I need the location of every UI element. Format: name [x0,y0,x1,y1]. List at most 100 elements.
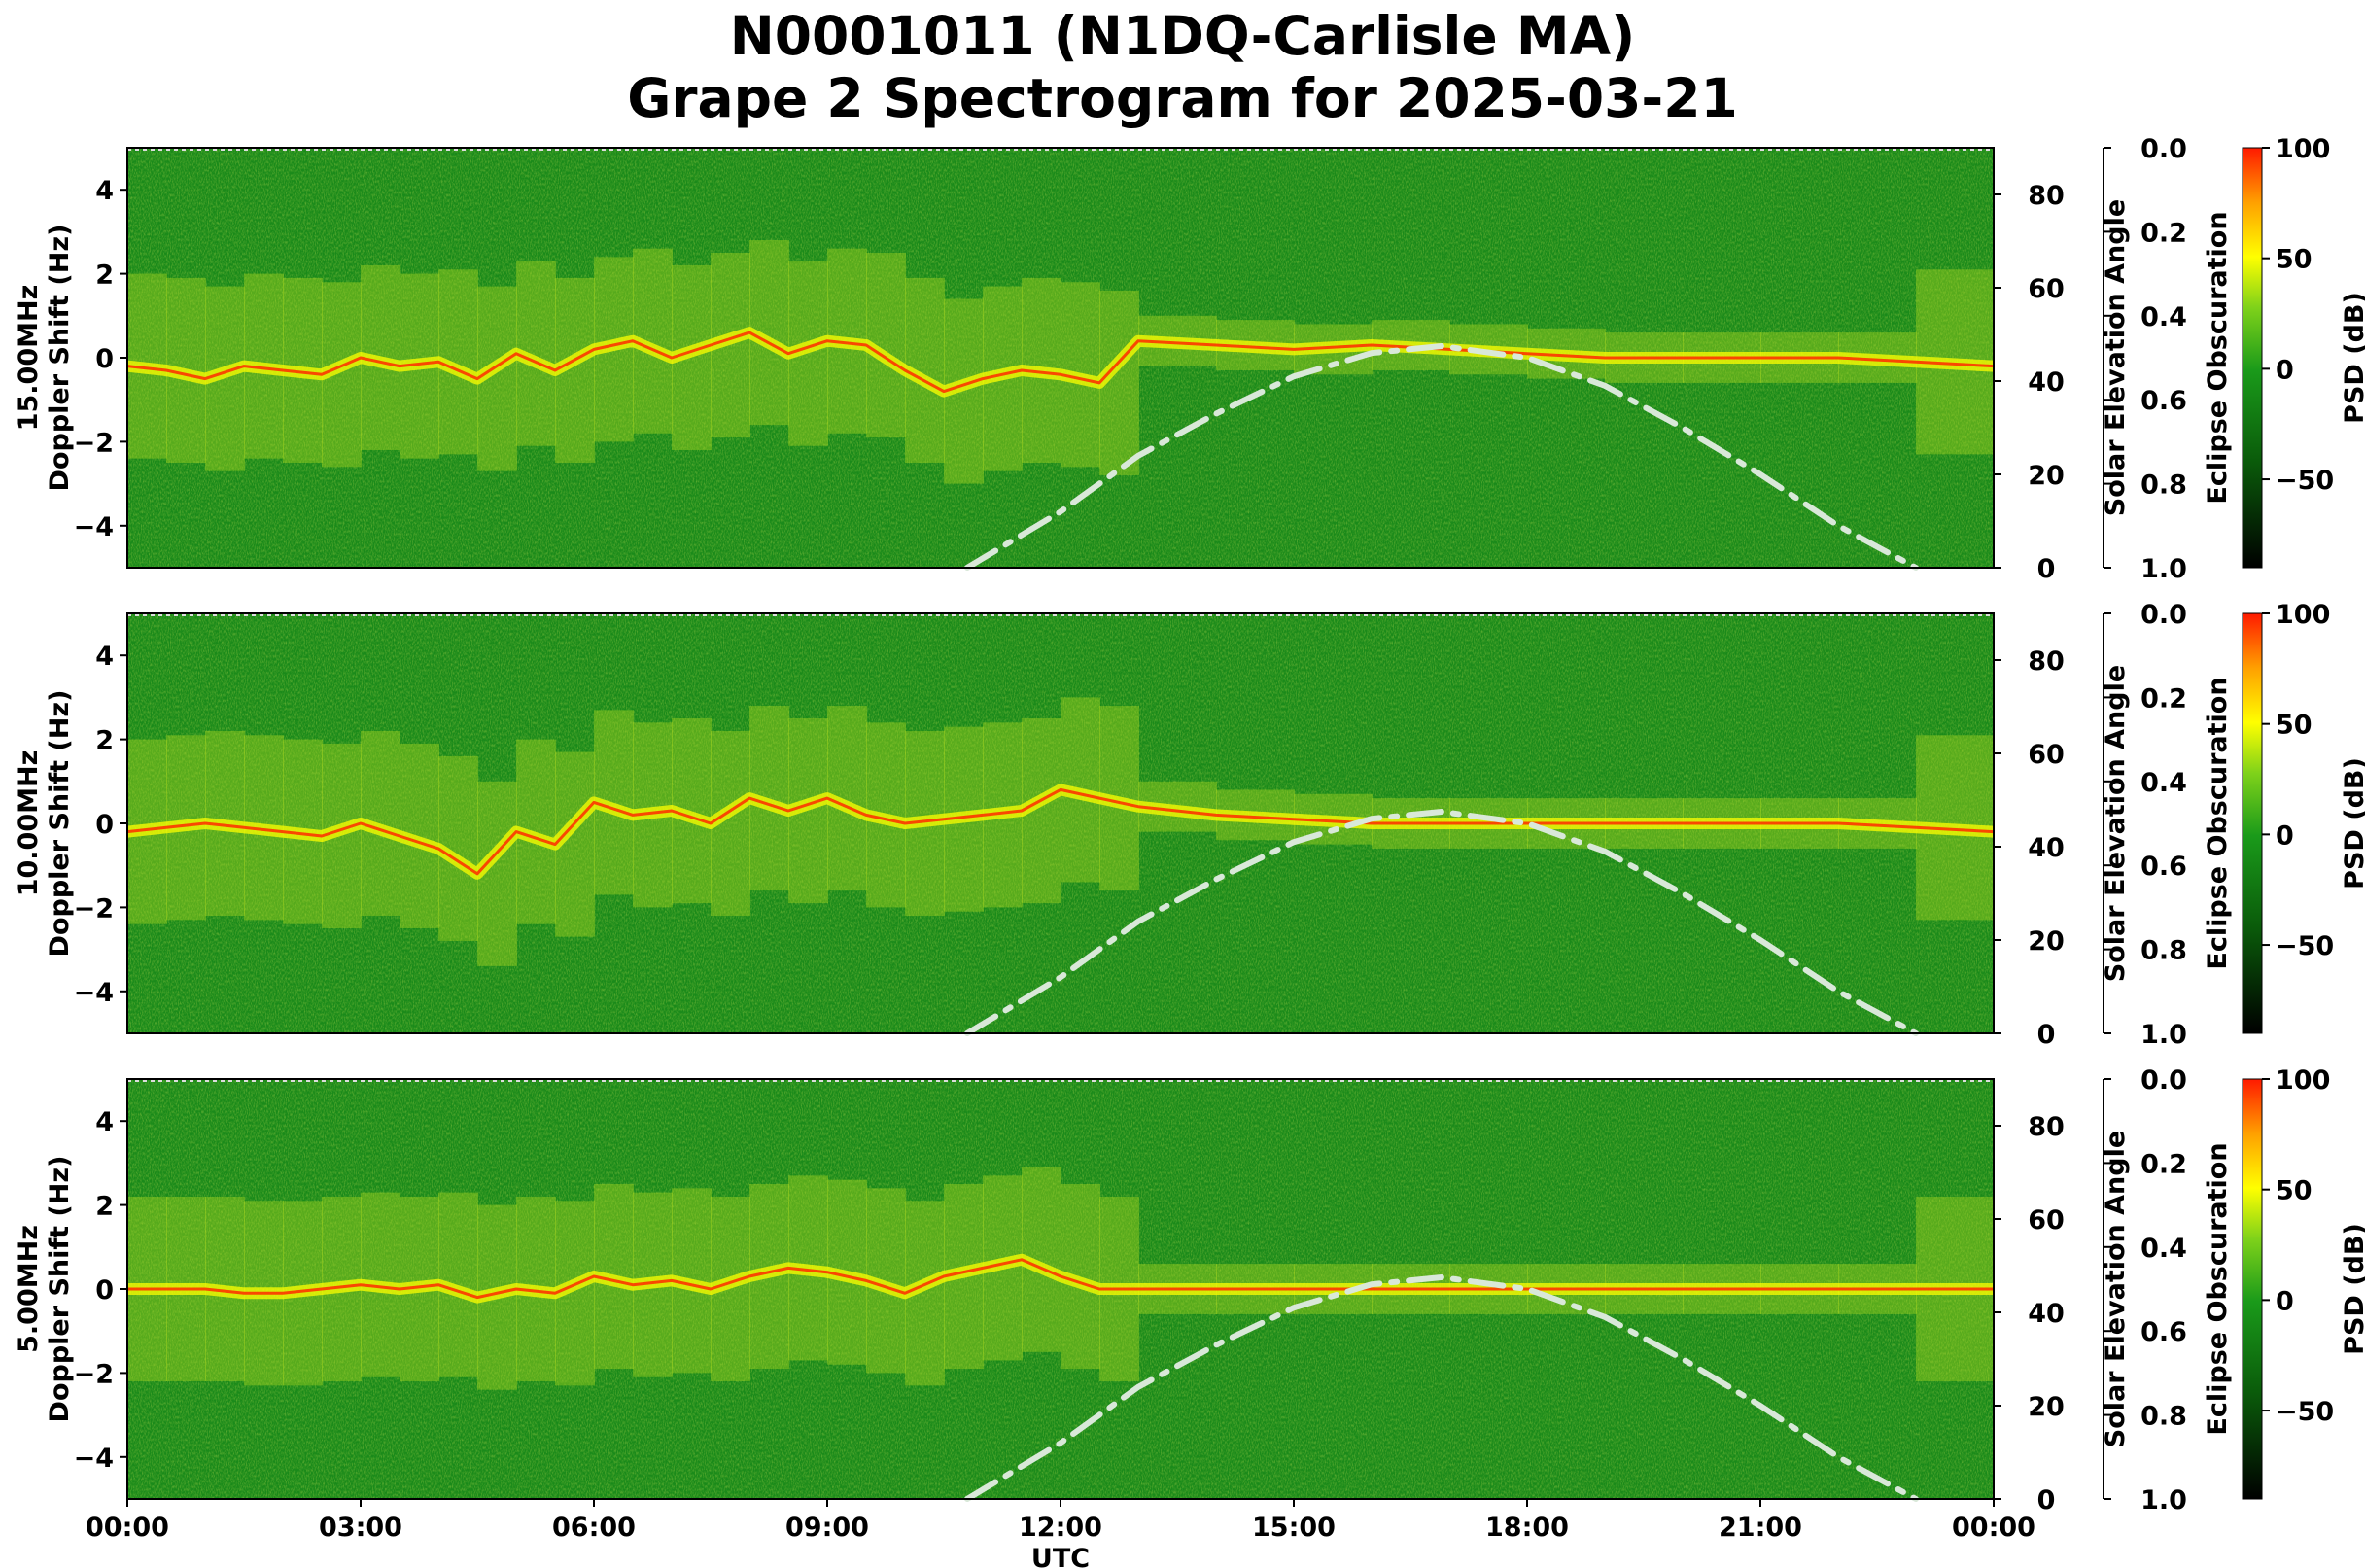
colorbar-tick-label: 100 [2276,1065,2330,1096]
elevation-tick-label: 40 [2028,833,2065,863]
elevation-tick-label: 80 [2028,646,2065,677]
x-tick-label: 12:00 [1019,1513,1102,1543]
title-line-1: N0001011 (N1DQ-Carlisle MA) [729,5,1636,67]
obscuration-axis-label: Eclipse Obscuration [2203,677,2233,969]
x-tick-label: 00:00 [1952,1513,2035,1543]
x-tick-label: 06:00 [552,1513,636,1543]
colorbar-tick-label: −50 [2276,466,2334,496]
elevation-axis-label: Solar Elevation Angle [2101,665,2131,982]
y-axis-label: 5.00MHzDoppler Shift (Hz) [14,1156,75,1423]
colorbar-tick-label: 100 [2276,600,2330,630]
y-axis-label: 10.00MHzDoppler Shift (Hz) [14,690,75,958]
obscuration-tick-label: 0.6 [2140,1317,2187,1347]
y-tick-label: −2 [74,1359,114,1389]
elevation-tick-label: 40 [2028,1299,2065,1329]
obscuration-tick-label: 0.0 [2140,134,2187,164]
y-tick-label: 2 [95,1192,114,1222]
y-tick-label: 2 [95,726,114,756]
solar-elevation-curve [964,342,1919,571]
x-tick-label: 00:00 [86,1513,169,1543]
elevation-tick-label: 80 [2028,181,2065,211]
x-axis-label: UTC [1031,1544,1090,1568]
x-tick-label: 21:00 [1719,1513,1802,1543]
colorbar-tick-label: 100 [2276,134,2330,164]
elevation-tick-label: 0 [2037,1485,2056,1516]
obscuration-tick-label: 0.4 [2140,768,2187,798]
colorbar-tick-label: 0 [2276,820,2294,851]
colorbar-label: PSD (dB) [2340,757,2365,889]
obscuration-tick-label: 0.0 [2140,600,2187,630]
y-tick-label: −4 [74,978,114,1008]
x-tick-label: 15:00 [1252,1513,1336,1543]
colorbar-tick-label: 50 [2276,1176,2313,1206]
obscuration-tick-label: 0.0 [2140,1065,2187,1096]
solar-elevation-curve [964,1273,1919,1502]
colorbar [2242,612,2263,1034]
obscuration-tick-label: 0.8 [2140,936,2187,966]
y-tick-label: −2 [74,428,114,458]
obscuration-tick-label: 0.2 [2140,683,2187,714]
elevation-tick-label: 0 [2037,1020,2056,1050]
obscuration-tick-label: 0.4 [2140,1234,2187,1264]
x-tick-label: 09:00 [785,1513,869,1543]
y-tick-label: 0 [95,1275,114,1306]
obscuration-tick-label: 0.8 [2140,470,2187,501]
colorbar-label: PSD (dB) [2340,1223,2365,1355]
colorbar [2242,1078,2263,1500]
colorbar-label: PSD (dB) [2340,292,2365,424]
obscuration-tick-label: 0.6 [2140,386,2187,416]
y-tick-label: −2 [74,893,114,923]
obscuration-axis-label: Eclipse Obscuration [2203,1142,2233,1435]
elevation-tick-label: 60 [2028,740,2065,770]
y-axis-label-line: 5.00MHz [14,1225,44,1353]
colorbar [2242,147,2263,569]
elevation-tick-label: 20 [2028,1392,2065,1422]
elevation-tick-label: 20 [2028,461,2065,491]
colorbar-tick-label: −50 [2276,1397,2334,1427]
x-tick-label: 18:00 [1485,1513,1569,1543]
y-tick-label: 4 [95,176,114,206]
colorbar-tick-label: 0 [2276,355,2294,385]
elevation-axis-label: Solar Elevation Angle [2101,1131,2131,1447]
doppler-trace [126,331,1995,394]
y-tick-label: 0 [95,344,114,374]
y-tick-label: 2 [95,261,114,291]
elevation-tick-label: 40 [2028,367,2065,398]
obscuration-tick-label: 1.0 [2140,554,2187,584]
elevation-axis-label: Solar Elevation Angle [2101,199,2131,516]
obscuration-tick-label: 0.6 [2140,852,2187,882]
colorbar-tick-label: 0 [2276,1286,2294,1316]
title-line-2: Grape 2 Spectrogram for 2025-03-21 [627,67,1738,129]
panel-2: 420−2−45.00MHzDoppler Shift (Hz)80604020… [14,1065,2365,1568]
y-tick-label: 4 [95,642,114,672]
y-axis-label-line: Doppler Shift (Hz) [45,1156,75,1423]
solar-elevation-curve [964,808,1919,1036]
y-tick-label: 0 [95,810,114,840]
colorbar-tick-label: −50 [2276,931,2334,961]
obscuration-tick-label: 0.4 [2140,302,2187,332]
obscuration-axis-label: Eclipse Obscuration [2203,211,2233,504]
colorbar-tick-label: 50 [2276,711,2313,741]
x-tick-label: 03:00 [319,1513,402,1543]
y-axis-label-line: Doppler Shift (Hz) [45,225,75,492]
panel-1: 420−2−410.00MHzDoppler Shift (Hz)8060402… [14,600,2365,1050]
panel-0: 420−2−415.00MHzDoppler Shift (Hz)8060402… [14,134,2365,584]
y-axis-label-line: 10.00MHz [14,750,44,897]
y-axis-label-line: Doppler Shift (Hz) [45,690,75,958]
y-tick-label: 4 [95,1107,114,1137]
obscuration-tick-label: 0.2 [2140,1149,2187,1179]
y-axis-label: 15.00MHzDoppler Shift (Hz) [14,225,75,492]
y-tick-label: −4 [74,512,114,542]
elevation-tick-label: 60 [2028,1205,2065,1236]
y-tick-label: −4 [74,1444,114,1474]
colorbar-tick-label: 50 [2276,245,2313,275]
obscuration-tick-label: 1.0 [2140,1485,2187,1516]
obscuration-tick-label: 0.2 [2140,218,2187,248]
elevation-tick-label: 60 [2028,274,2065,304]
elevation-tick-label: 80 [2028,1112,2065,1142]
obscuration-tick-label: 0.8 [2140,1402,2187,1432]
elevation-tick-label: 20 [2028,926,2065,957]
y-axis-label-line: 15.00MHz [14,285,44,432]
obscuration-tick-label: 1.0 [2140,1020,2187,1050]
